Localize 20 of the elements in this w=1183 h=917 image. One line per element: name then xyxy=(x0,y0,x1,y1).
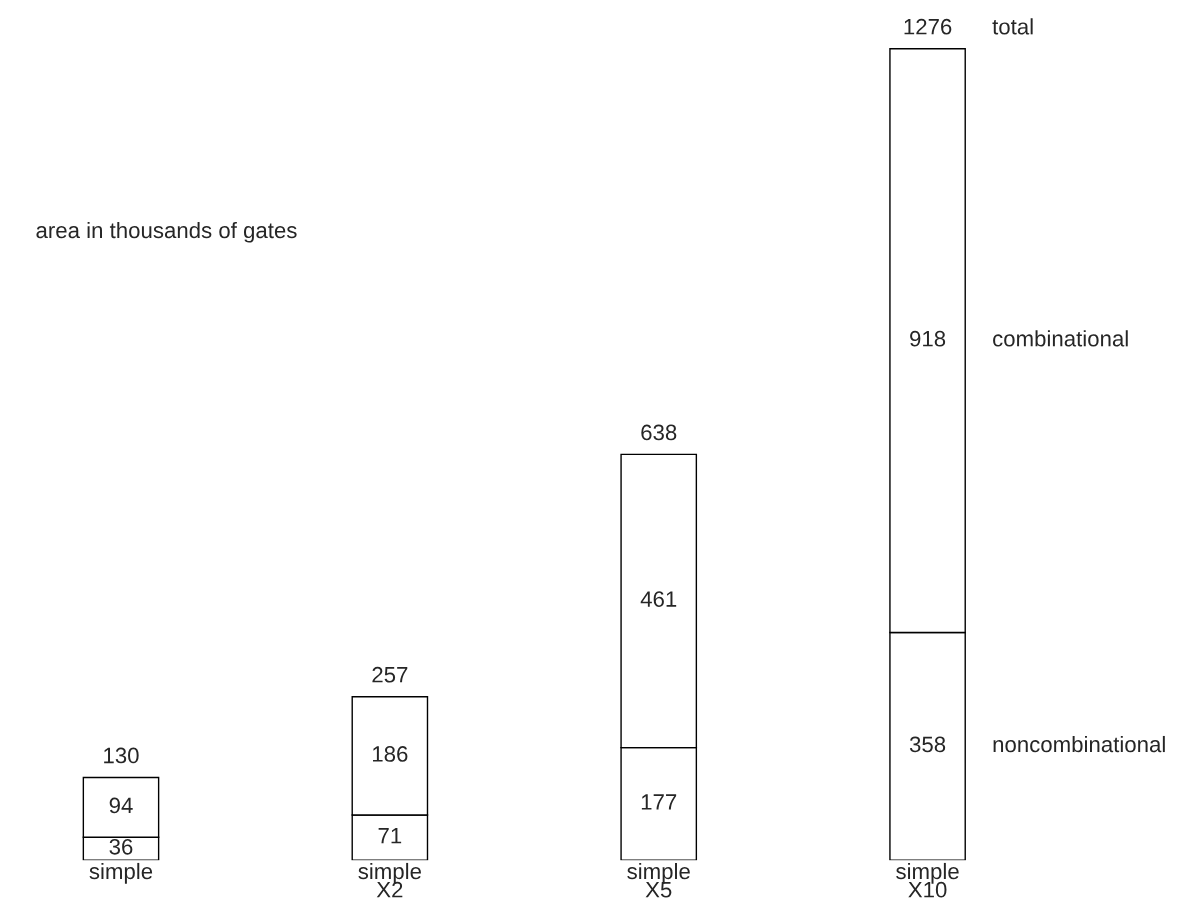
series-label: combinational xyxy=(993,330,1128,347)
x-tick-label: simple X10 xyxy=(896,862,959,898)
total-label: 130 xyxy=(104,747,139,764)
x-tick-label: simple xyxy=(89,862,153,884)
data-label: 461 xyxy=(640,591,677,607)
annotation: area in thousands of gates xyxy=(36,221,297,243)
data-label: 71 xyxy=(378,828,402,844)
data-label: 177 xyxy=(641,794,677,810)
x-tick-label: simple X5 xyxy=(627,862,690,898)
data-label: 918 xyxy=(910,330,946,347)
x-tick-label: simple X2 xyxy=(358,862,421,898)
total-label: 257 xyxy=(372,666,408,683)
series-label: noncombinational xyxy=(993,735,1165,753)
text: total xyxy=(992,18,1033,35)
data-label: 358 xyxy=(909,736,946,753)
total-label: 638 xyxy=(641,424,677,441)
total-label: 1276 xyxy=(904,18,952,35)
data-label: 94 xyxy=(109,797,133,814)
data-label: 36 xyxy=(109,838,133,855)
data-label: 186 xyxy=(373,746,408,762)
